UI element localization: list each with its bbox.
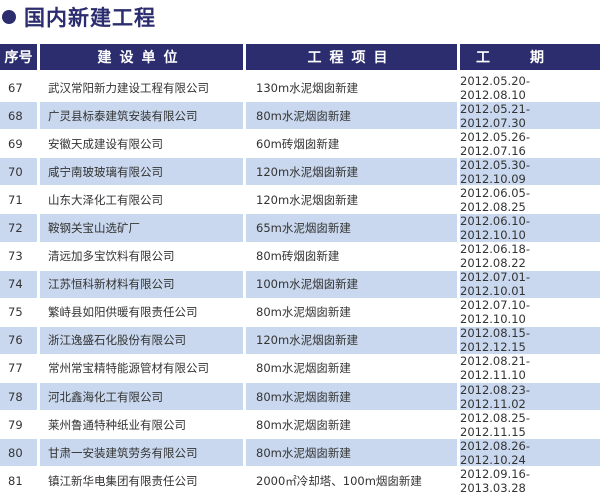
row-period: 2012.05.30-2012.10.09 xyxy=(460,158,600,187)
row-project: 120m水泥烟囱新建 xyxy=(246,326,460,355)
row-project: 2000㎡冷却塔、100m烟囱新建 xyxy=(246,467,460,496)
row-no: 69 xyxy=(0,130,40,159)
row-period: 2012.05.20-2012.08.10 xyxy=(460,74,600,103)
row-no: 70 xyxy=(0,158,40,187)
row-no: 73 xyxy=(0,242,40,271)
row-no: 76 xyxy=(0,326,40,355)
table-row: 71 山东大泽化工有限公司 120m水泥烟囱新建 2012.06.05-2012.08… xyxy=(0,186,600,215)
header-project: 工程项目 xyxy=(246,44,460,71)
row-unit: 甘肃一安装建筑劳务有限公司 xyxy=(40,439,246,468)
row-period: 2012.08.21-2012.11.10 xyxy=(460,354,600,384)
header-unit: 建设单位 xyxy=(40,44,246,71)
row-no: 72 xyxy=(0,214,40,243)
row-period: 2012.08.25-2012.11.15 xyxy=(460,411,600,440)
table-row: 79 莱州鲁通特种纸业有限公司 80m水泥烟囱新建 2012.08.25-2012.1… xyxy=(0,411,600,440)
table-row: 74 江苏恒科新材料有限公司 100m水泥烟囱新建 2012.07.01-2012.1… xyxy=(0,270,600,299)
row-project: 100m水泥烟囱新建 xyxy=(246,270,460,299)
row-unit: 清远加多宝饮料有限公司 xyxy=(40,242,246,271)
section-title-text: 国内新建工程 xyxy=(24,6,156,30)
row-period: 2012.08.15-2012.12.15 xyxy=(460,326,600,355)
row-no: 77 xyxy=(0,354,40,384)
row-unit: 山东大泽化工有限公司 xyxy=(40,186,246,215)
header-period: 工期 xyxy=(460,44,600,71)
row-project: 120m水泥烟囱新建 xyxy=(246,158,460,187)
table-row: 72 鞍钢关宝山选矿厂 65m水泥烟囱新建 2012.06.10-2012.10.10 xyxy=(0,214,600,243)
row-period: 2012.06.10-2012.10.10 xyxy=(460,214,600,243)
row-project: 80m水泥烟囱新建 xyxy=(246,354,460,384)
table-row: 75 繁峙县如阳供暖有限责任公司 80m水泥烟囱新建 2012.07.10-2012.… xyxy=(0,298,600,327)
row-unit: 常州常宝精特能源管材有限公司 xyxy=(40,354,246,384)
table-header: 序号 建设单位 工程项目 工期 xyxy=(0,44,600,71)
row-project: 80m水泥烟囱新建 xyxy=(246,298,460,327)
row-project: 80m水泥烟囱新建 xyxy=(246,383,460,412)
row-project: 80m水泥烟囱新建 xyxy=(246,102,460,131)
row-period: 2012.05.26-2012.07.16 xyxy=(460,130,600,159)
row-no: 78 xyxy=(0,383,40,412)
row-unit: 咸宁南玻玻璃有限公司 xyxy=(40,158,246,187)
row-project: 65m水泥烟囱新建 xyxy=(246,214,460,243)
row-project: 60m砖烟囱新建 xyxy=(246,130,460,159)
row-period: 2012.06.18-2012.08.22 xyxy=(460,242,600,271)
row-period: 2012.08.26-2012.10.24 xyxy=(460,439,600,468)
row-unit: 镇江新华电集团有限责任公司 xyxy=(40,467,246,496)
row-unit: 安徽天成建设有限公司 xyxy=(40,130,246,159)
header-no: 序号 xyxy=(0,44,40,71)
row-project: 120m水泥烟囱新建 xyxy=(246,186,460,215)
table-row: 73 清远加多宝饮料有限公司 80m砖烟囱新建 2012.06.18-2012.08.… xyxy=(0,242,600,271)
row-period: 2012.07.01-2012.10.01 xyxy=(460,270,600,299)
table-row: 69 安徽天成建设有限公司 60m砖烟囱新建 2012.05.26-2012.07.1… xyxy=(0,130,600,159)
row-project: 80m水泥烟囱新建 xyxy=(246,439,460,468)
table-row: 78 河北鑫海化工有限公司 80m水泥烟囱新建 2012.08.23-2012.11.… xyxy=(0,383,600,412)
row-unit: 浙江逸盛石化股份有限公司 xyxy=(40,326,246,355)
row-project: 130m水泥烟囱新建 xyxy=(246,74,460,103)
projects-table: 序号 建设单位 工程项目 工期 67 武汉常阳新力建设工程有限公司 130m水泥烟囱… xyxy=(0,44,600,496)
row-unit: 武汉常阳新力建设工程有限公司 xyxy=(40,74,246,103)
row-unit: 鞍钢关宝山选矿厂 xyxy=(40,214,246,243)
table-row: 76 浙江逸盛石化股份有限公司 120m水泥烟囱新建 2012.08.15-2012.… xyxy=(0,326,600,355)
row-no: 75 xyxy=(0,298,40,327)
row-period: 2012.06.05-2012.08.25 xyxy=(460,186,600,215)
row-unit: 河北鑫海化工有限公司 xyxy=(40,383,246,412)
row-project: 80m水泥烟囱新建 xyxy=(246,411,460,440)
table-row: 70 咸宁南玻玻璃有限公司 120m水泥烟囱新建 2012.05.30-2012.10… xyxy=(0,158,600,187)
table-row: 80 甘肃一安装建筑劳务有限公司 80m水泥烟囱新建 2012.08.26-2012.… xyxy=(0,439,600,468)
table-row: 67 武汉常阳新力建设工程有限公司 130m水泥烟囱新建 2012.05.20-201… xyxy=(0,74,600,103)
row-no: 80 xyxy=(0,439,40,468)
table-row: 68 广灵县标泰建筑安装有限公司 80m水泥烟囱新建 2012.05.21-2012.… xyxy=(0,102,600,131)
row-no: 74 xyxy=(0,270,40,299)
row-project: 80m砖烟囱新建 xyxy=(246,242,460,271)
row-no: 81 xyxy=(0,467,40,496)
row-period: 2012.09.16-2013.03.28 xyxy=(460,467,600,496)
bullet-icon xyxy=(2,10,16,24)
table-row: 77 常州常宝精特能源管材有限公司 80m水泥烟囱新建 2012.08.21-2012… xyxy=(0,354,600,384)
row-no: 71 xyxy=(0,186,40,215)
row-period: 2012.07.10-2012.10.10 xyxy=(460,298,600,327)
row-no: 79 xyxy=(0,411,40,440)
row-no: 68 xyxy=(0,102,40,131)
row-unit: 莱州鲁通特种纸业有限公司 xyxy=(40,411,246,440)
row-unit: 繁峙县如阳供暖有限责任公司 xyxy=(40,298,246,327)
row-unit: 广灵县标泰建筑安装有限公司 xyxy=(40,102,246,131)
table-body: 67 武汉常阳新力建设工程有限公司 130m水泥烟囱新建 2012.05.20-201… xyxy=(0,74,600,496)
row-period: 2012.05.21-2012.07.30 xyxy=(460,102,600,131)
table-row: 81 镇江新华电集团有限责任公司 2000㎡冷却塔、100m烟囱新建 2012.09.… xyxy=(0,467,600,496)
row-period: 2012.08.23-2012.11.02 xyxy=(460,383,600,412)
row-no: 67 xyxy=(0,74,40,103)
section-title: 国内新建工程 xyxy=(2,2,156,32)
row-unit: 江苏恒科新材料有限公司 xyxy=(40,270,246,299)
